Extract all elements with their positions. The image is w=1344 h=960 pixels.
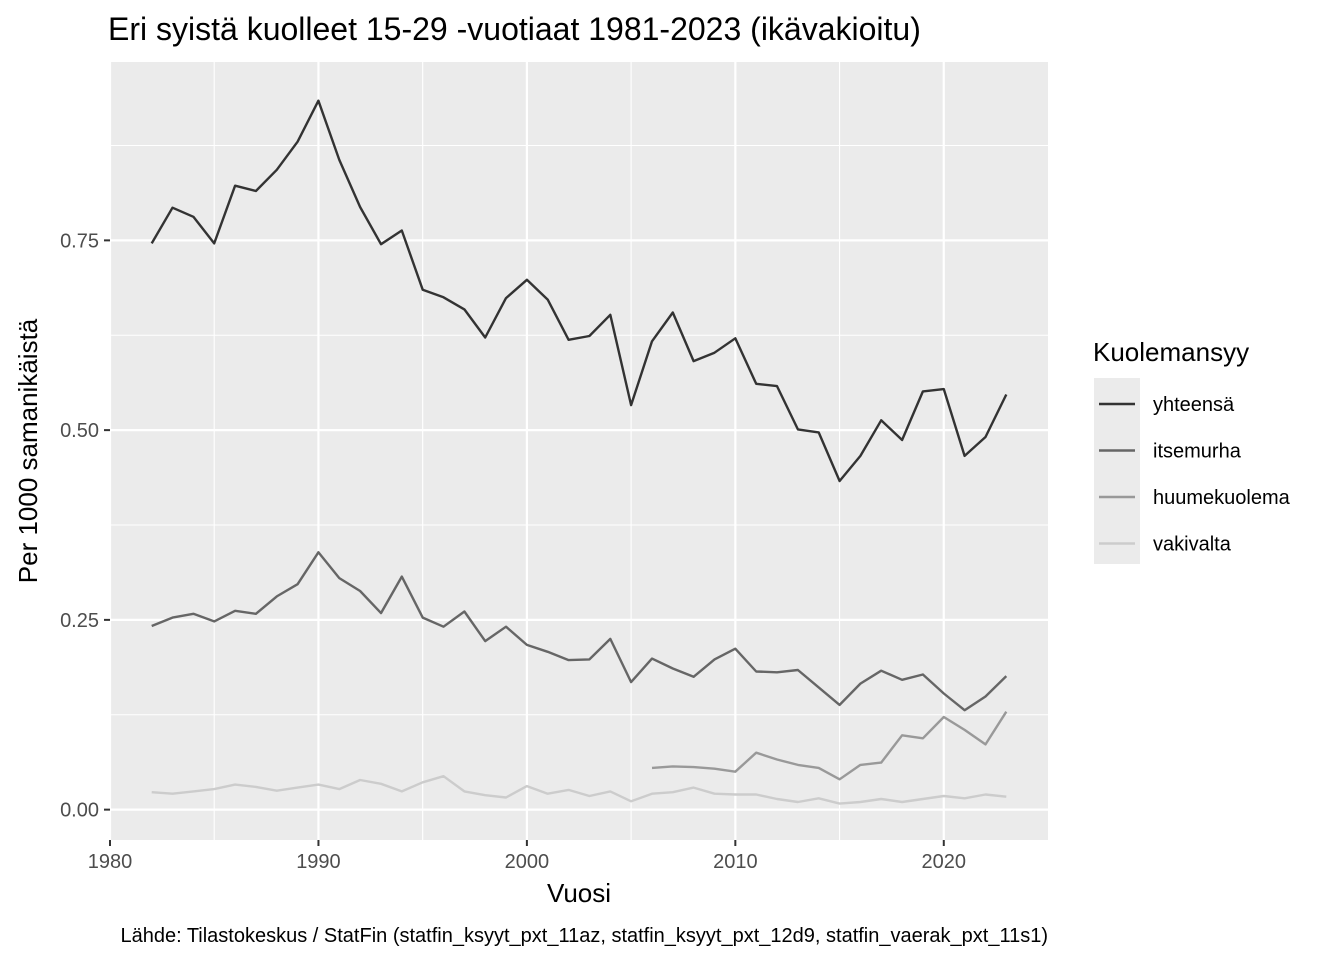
minor-gridlines (110, 62, 1048, 840)
x-axis-title: Vuosi (547, 878, 611, 908)
series-line-yhteensä (150, 99, 1008, 483)
x-tick-label: 2020 (922, 851, 967, 873)
chart-title: Eri syistä kuolleet 15-29 -vuotiaat 1981… (108, 11, 921, 47)
x-tick-label: 2000 (505, 851, 550, 873)
y-axis-title: Per 1000 samanikäistä (13, 318, 43, 583)
major-gridlines (108, 62, 1048, 840)
legend-key-background (1094, 378, 1140, 564)
legend-title: Kuolemansyy (1093, 337, 1249, 367)
y-axis: 0.00 0.25 0.50 0.75 (60, 230, 110, 822)
x-tick-label: 1990 (296, 851, 341, 873)
x-tick-label: 1980 (88, 851, 133, 873)
x-axis: 1980 1990 2000 2010 2020 (88, 840, 966, 873)
series-lines (150, 99, 1008, 805)
legend: Kuolemansyy yhteensä itsemurha huumekuolem… (1093, 337, 1291, 564)
series-line-huumekuolema (651, 711, 1008, 781)
y-tick-label: 0.25 (60, 610, 99, 632)
source-caption: Lähde: Tilastokeskus / StatFin (statfin_… (120, 925, 1048, 947)
legend-label-huumekuolema: huumekuolema (1153, 487, 1291, 509)
y-tick-label: 0.75 (60, 230, 99, 252)
y-tick-label: 0.50 (60, 420, 99, 442)
legend-label-itsemurha: itsemurha (1153, 441, 1242, 463)
legend-label-vakivalta: vakivalta (1153, 534, 1232, 556)
series-line-vakivalta (151, 775, 1007, 805)
series-line-itsemurha (151, 551, 1008, 712)
plot-panel (110, 62, 1048, 840)
legend-label-yhteensä: yhteensä (1153, 394, 1235, 416)
y-tick-label: 0.00 (60, 800, 99, 822)
x-tick-label: 2010 (713, 851, 758, 873)
